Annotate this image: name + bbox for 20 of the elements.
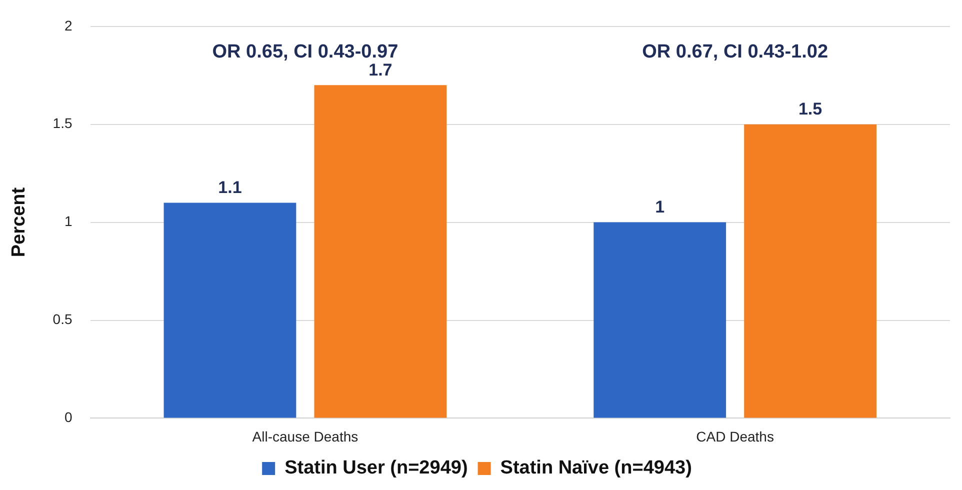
- annotation: OR 0.65, CI 0.43-0.97: [212, 42, 398, 63]
- data-label: 1.5: [798, 100, 822, 119]
- data-label: 1.7: [368, 60, 392, 80]
- legend-label: Statin User (n=2949): [284, 458, 468, 479]
- annotation: OR 0.67, CI 0.43-1.02: [642, 42, 828, 63]
- y-tick-label: 0: [64, 409, 72, 426]
- y-tick-label: 1: [64, 213, 72, 230]
- data-label: 1.1: [218, 178, 242, 197]
- bar: [594, 222, 726, 418]
- bar: [314, 85, 447, 418]
- y-tick-label: 1.5: [52, 115, 72, 132]
- data-label: 1: [655, 197, 665, 216]
- y-tick-label: 0.5: [52, 311, 72, 328]
- x-tick-label: All-cause Deaths: [252, 428, 358, 444]
- x-tick-label: CAD Deaths: [696, 428, 774, 444]
- y-axis-title: Percent: [8, 186, 30, 258]
- legend-label: Statin Naïve (n=4943): [500, 458, 692, 479]
- y-tick-label: 2: [64, 17, 72, 34]
- bar: [164, 202, 296, 418]
- bar: [744, 124, 876, 418]
